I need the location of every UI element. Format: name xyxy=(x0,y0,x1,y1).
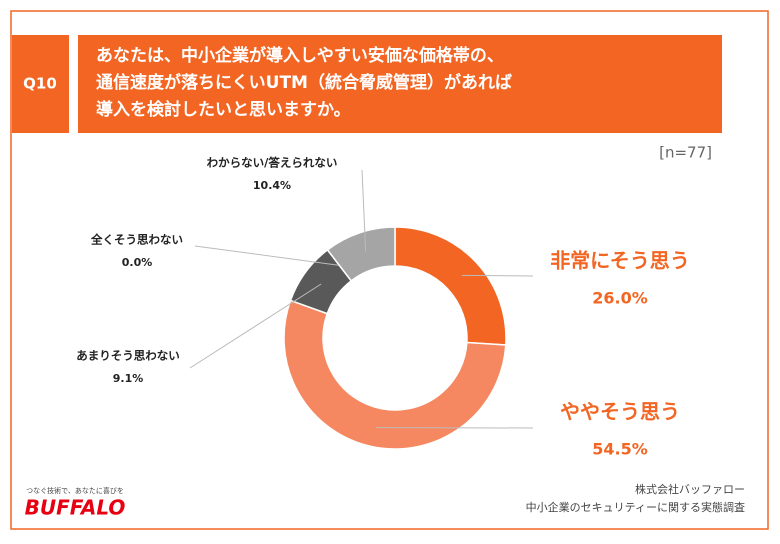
tagline: つなぐ技術で、あなたに喜びを xyxy=(26,486,124,495)
title-line: あなたは、中小企業が導入しやすい安価な価格帯の、 xyxy=(96,45,504,66)
title-line: 通信速度が落ちにくいUTM（統合脅威管理）があれば xyxy=(96,72,512,93)
survey: 中小企業のセキュリティーに関する実態調査 xyxy=(526,500,745,514)
category-label: 全くそう思わない xyxy=(90,233,183,247)
category-label: わからない/答えられない xyxy=(207,156,338,170)
value-label: 26.0% xyxy=(592,289,648,308)
sample-size: [n=77] xyxy=(659,144,712,162)
question-label: Q10 xyxy=(23,75,57,93)
company: 株式会社バッファロー xyxy=(635,482,745,496)
category-label: あまりそう思わない xyxy=(76,349,180,363)
value-label: 0.0% xyxy=(122,256,153,269)
category-label: 非常にそう思う xyxy=(550,249,690,273)
logo: BUFFALO xyxy=(25,496,126,520)
title-line: 導入を検討したいと思いますか。 xyxy=(96,99,351,120)
leader-line xyxy=(462,275,533,276)
value-label: 10.4% xyxy=(253,179,291,192)
value-label: 54.5% xyxy=(592,440,648,459)
category-label: ややそう思う xyxy=(560,400,680,424)
value-label: 9.1% xyxy=(113,372,144,385)
